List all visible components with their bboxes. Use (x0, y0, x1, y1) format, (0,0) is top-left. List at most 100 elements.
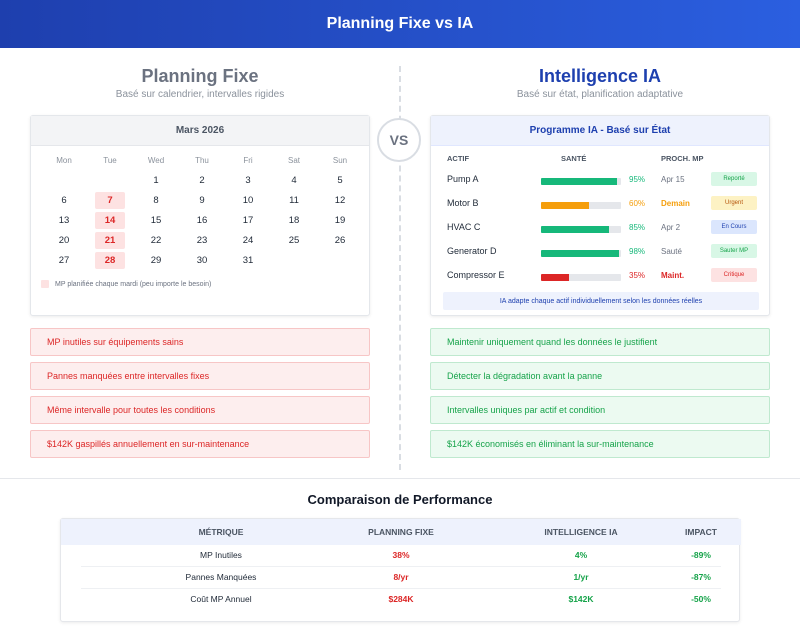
calendar-day: 8 (153, 194, 159, 206)
calendar-day: 10 (242, 194, 254, 206)
next-pm-date: Maint. (661, 271, 685, 280)
calendar-day: 25 (288, 234, 300, 246)
asset-row: HVAC C 85% Apr 2 En Cours (431, 216, 771, 240)
vs-badge: VS (377, 118, 421, 162)
benefit-item: Maintenir uniquement quand les données l… (430, 328, 770, 356)
health-bar (541, 226, 621, 233)
asset-name: Generator D (447, 246, 497, 256)
weekday-label: Wed (147, 155, 165, 165)
calendar-day (271, 250, 317, 270)
calendar-day: 24 (242, 234, 254, 246)
calendar-day: 3 (245, 174, 251, 186)
calendar-card: Mars 2026 Mon Tue Wed Thu Fri Sat Sun 1 2 3 4 5 6 7 8 9… (30, 115, 370, 316)
next-pm-date: Sauté (661, 247, 682, 256)
status-badge: Sauter MP (711, 244, 757, 258)
calendar-day: 5 (337, 174, 343, 186)
header-bar: Planning Fixe vs IA (0, 0, 800, 48)
fixed-planning-subtitle: Basé sur calendrier, intervalles rigides (115, 89, 285, 100)
health-percent: 98% (629, 247, 646, 256)
status-badge: En Cours (711, 220, 757, 234)
page-title: Planning Fixe vs IA (326, 15, 474, 32)
calendar-day: 1 (153, 174, 159, 186)
table-cell-metric: Pannes Manquées (185, 572, 257, 582)
row-divider (81, 588, 721, 589)
health-percent: 60% (629, 199, 646, 208)
calendar-day: 13 (58, 214, 70, 226)
asset-row: Generator D 98% Sauté Sauter MP (431, 240, 771, 264)
asset-row: Compressor E 35% Maint. Critique (431, 264, 771, 288)
calendar-day: 19 (334, 214, 346, 226)
asset-name: Motor B (447, 198, 479, 208)
table-cell-impact: -50% (691, 594, 711, 604)
calendar-day: 14 (87, 210, 133, 230)
table-cell-ai: 4% (574, 550, 588, 560)
calendar-day: 29 (150, 254, 162, 266)
health-bar-fill (541, 178, 617, 185)
calendar-day: 15 (150, 214, 162, 226)
asset-name: HVAC C (447, 222, 481, 232)
calendar-day (317, 250, 363, 270)
ai-note: IA adapte chaque actif individuellement … (443, 292, 759, 310)
comparison-table: MÉTRIQUE PLANNING FIXE INTELLIGENCE IA I… (60, 518, 741, 622)
calendar-day: 27 (58, 254, 70, 266)
weekday-label: Fri (243, 155, 253, 165)
calendar-day: 16 (196, 214, 208, 226)
health-percent: 85% (629, 223, 646, 232)
weekday-label: Sat (287, 155, 300, 165)
health-bar-fill (541, 226, 609, 233)
asset-name: Pump A (447, 174, 479, 184)
calendar-day: 11 (289, 194, 299, 206)
weekday-label: Thu (195, 155, 209, 165)
ai-schedule-card: Programme IA - Basé sur État ACTIF SANTÉ… (430, 115, 770, 316)
ai-intelligence-subtitle: Basé sur état, planification adaptative (516, 89, 684, 100)
health-bar (541, 250, 621, 257)
health-bar (541, 178, 621, 185)
benefit-item: $142K économisés en éliminant la sur-mai… (430, 430, 770, 458)
weekday-label: Tue (103, 155, 117, 165)
col-header-health: SANTÉ (561, 154, 587, 163)
calendar-grid: Mon Tue Wed Thu Fri Sat Sun 1 2 3 4 5 6 7 8 9 10 11 12 13 14… (41, 150, 361, 270)
calendar-day: 20 (58, 234, 70, 246)
table-cell-ai: 1/yr (573, 572, 589, 582)
table-cell-fixed: $284K (388, 594, 414, 604)
calendar-day (87, 170, 133, 190)
calendar-day: 26 (334, 234, 346, 246)
status-badge: Urgent (711, 196, 757, 210)
th-fixed: PLANNING FIXE (368, 527, 434, 537)
health-bar (541, 202, 621, 209)
col-header-next: PROCH. MP (661, 154, 704, 163)
legend-text: MP planifiée chaque mardi (peu importe l… (55, 280, 212, 288)
calendar-day: 4 (291, 174, 297, 186)
calendar-month: Mars 2026 (31, 116, 369, 146)
table-cell-ai: $142K (568, 594, 594, 604)
weekday-label: Mon (56, 155, 72, 165)
calendar-day: 7 (87, 190, 133, 210)
issue-item: $142K gaspillés annuellement en sur-main… (30, 430, 370, 458)
calendar-day: 6 (61, 194, 67, 206)
health-percent: 35% (629, 271, 646, 280)
legend-swatch (41, 280, 49, 288)
table-cell-metric: MP Inutiles (200, 550, 242, 560)
status-badge: Reporté (711, 172, 757, 186)
health-percent: 95% (629, 175, 646, 184)
calendar-day: 12 (334, 194, 346, 206)
row-divider (81, 566, 721, 567)
th-metric: MÉTRIQUE (198, 527, 244, 537)
status-badge: Critique (711, 268, 757, 282)
health-bar-fill (541, 250, 620, 257)
health-bar-fill (541, 274, 569, 281)
calendar-day: 31 (242, 254, 254, 266)
vertical-divider (399, 66, 401, 470)
issue-item: Pannes manquées entre intervalles fixes (30, 362, 370, 390)
issue-item: MP inutiles sur équipements sains (30, 328, 370, 356)
calendar-day: 2 (199, 174, 205, 186)
benefit-item: Détecter la dégradation avant la panne (430, 362, 770, 390)
scheduled-pm-day: 28 (95, 251, 125, 269)
health-bar (541, 274, 621, 281)
table-cell-metric: Coût MP Annuel (190, 594, 252, 604)
horizontal-divider (0, 478, 800, 479)
calendar-legend: MP planifiée chaque mardi (peu importe l… (41, 280, 211, 288)
calendar-day: 23 (196, 234, 208, 246)
calendar-day: 18 (288, 214, 300, 226)
issue-item: Même intervalle pour toutes les conditio… (30, 396, 370, 424)
